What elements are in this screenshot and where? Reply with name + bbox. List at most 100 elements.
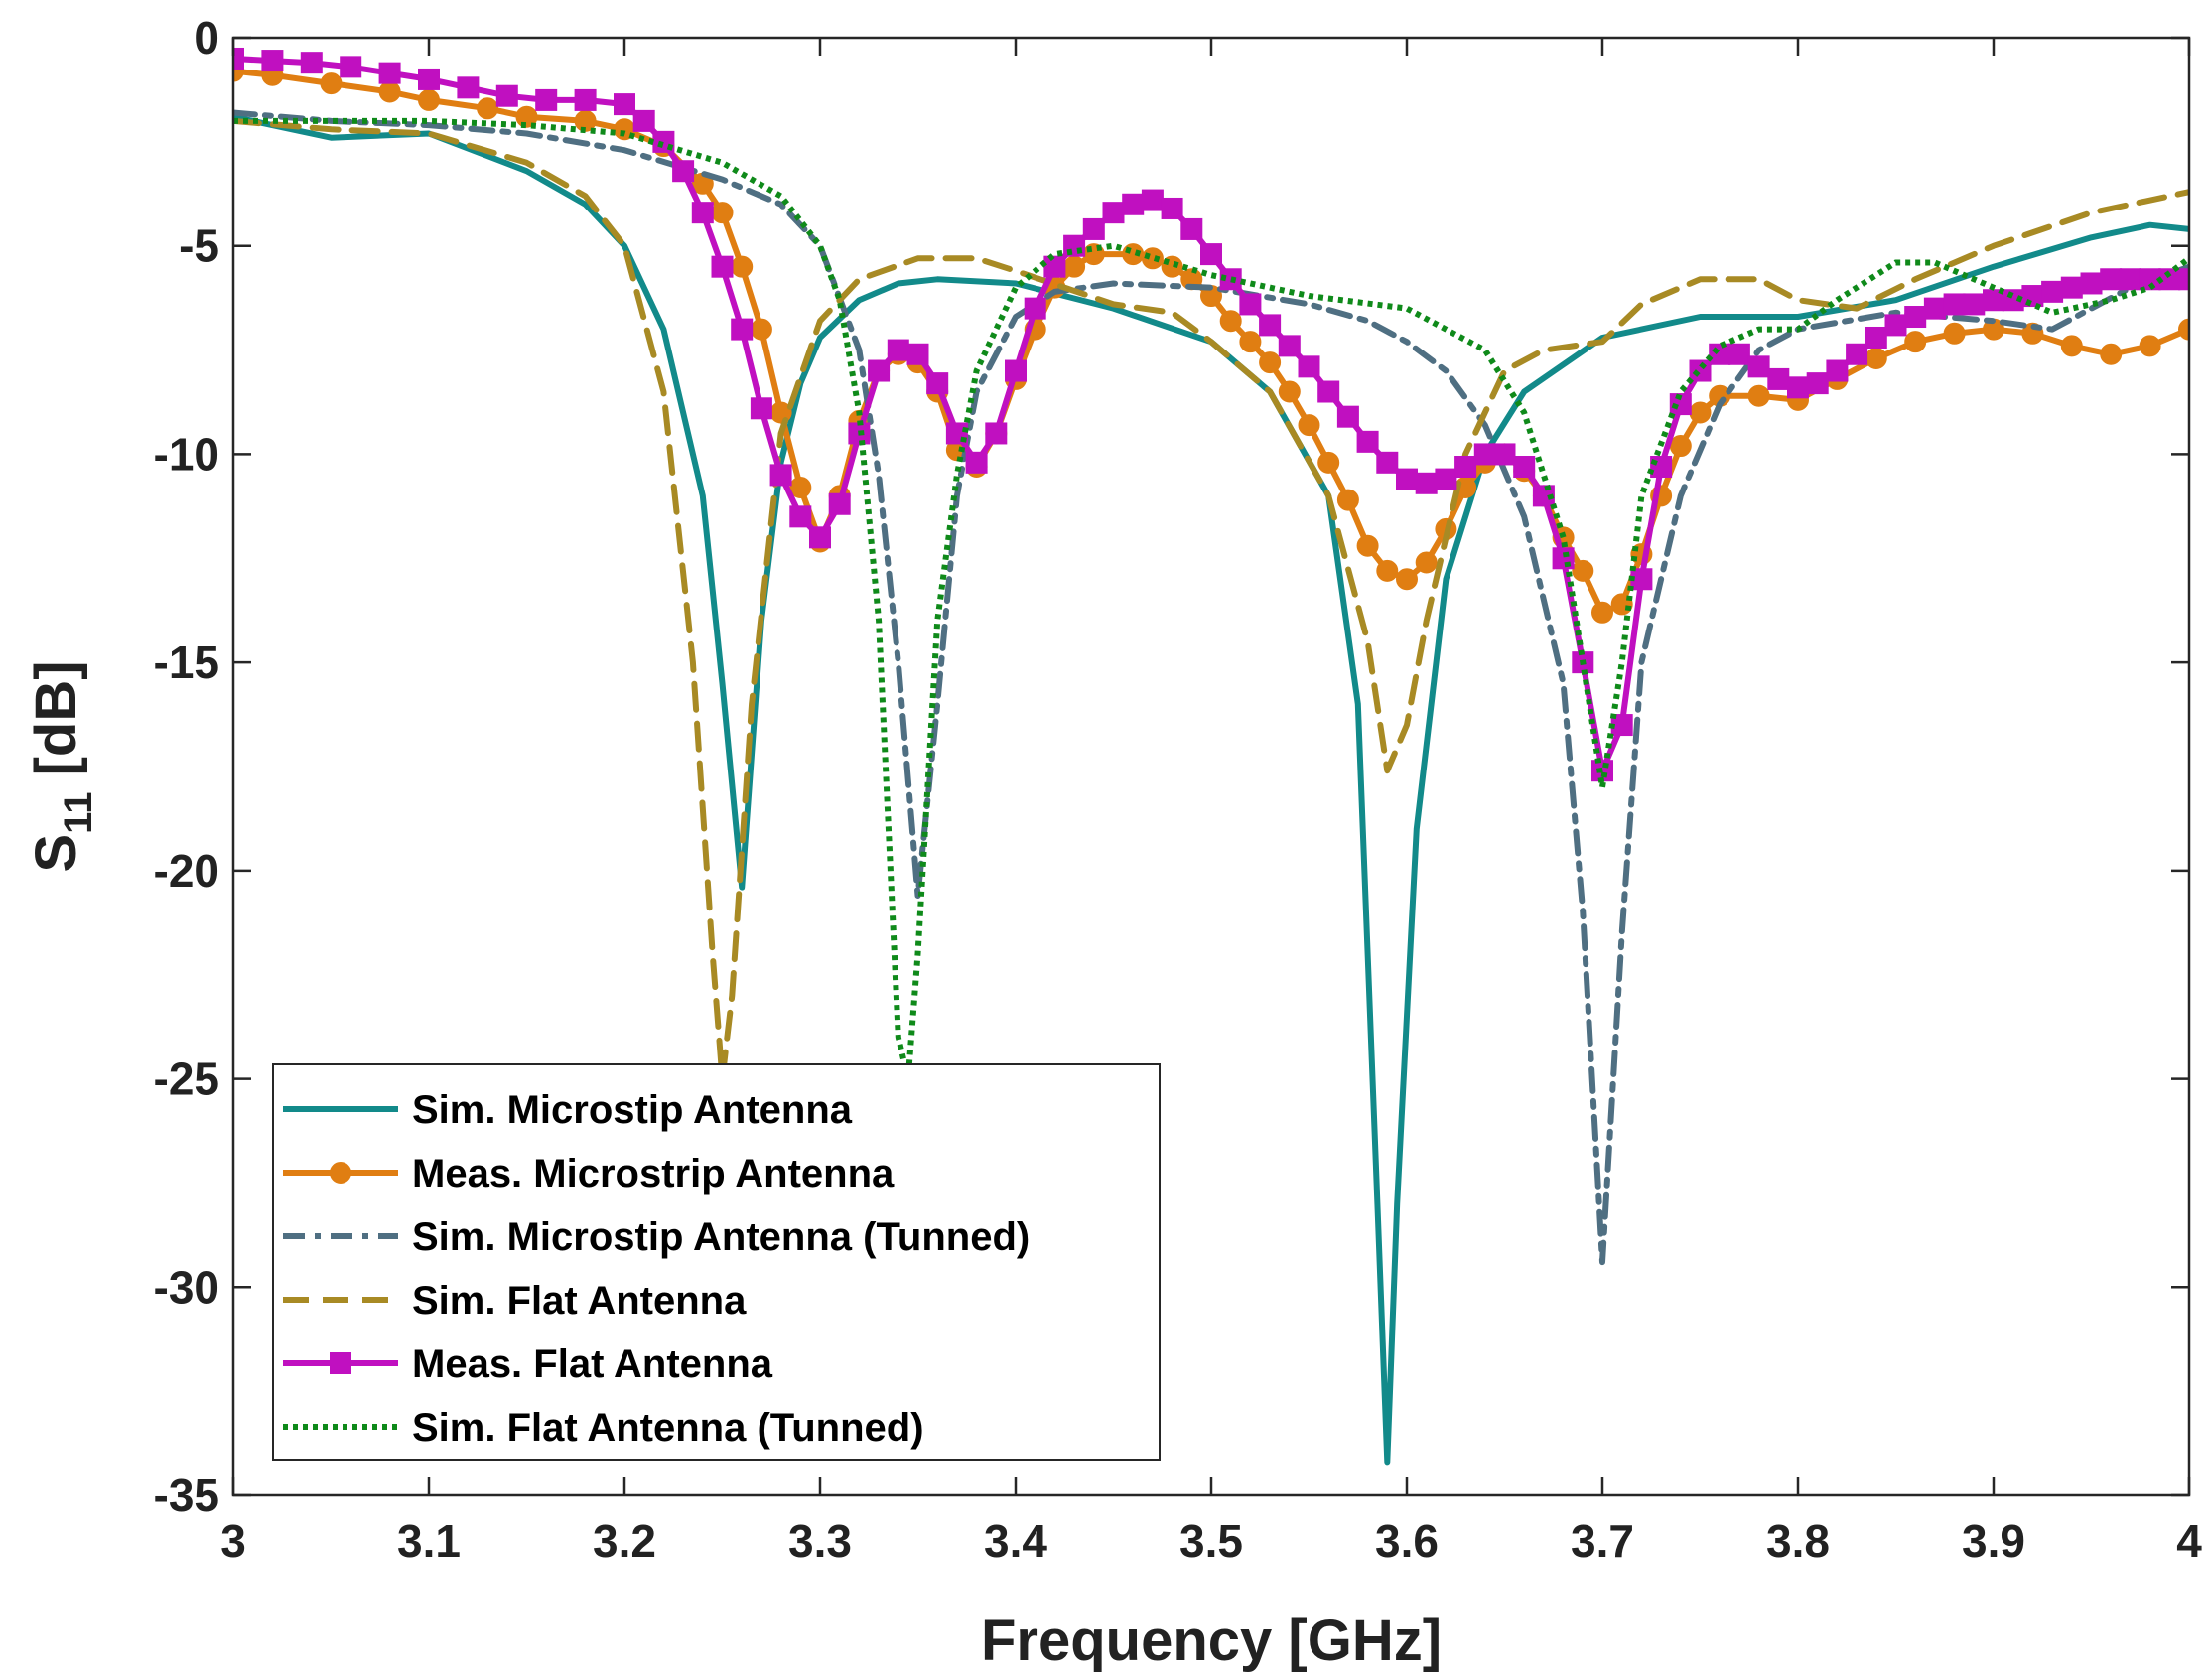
data-point-meas-flat-antenna bbox=[1865, 326, 1887, 349]
data-point-meas-flat-antenna bbox=[418, 68, 440, 90]
data-point-meas-flat-antenna bbox=[1356, 430, 1379, 453]
data-point-meas-flat-antenna bbox=[535, 88, 558, 111]
data-point-meas-flat-antenna bbox=[2021, 285, 2044, 308]
data-point-meas-microstrip-antenna bbox=[1278, 380, 1301, 403]
data-point-meas-flat-antenna bbox=[1884, 314, 1907, 337]
data-point-meas-flat-antenna bbox=[1082, 217, 1105, 240]
y-axis-title-main: S bbox=[24, 834, 88, 873]
data-point-meas-flat-antenna bbox=[1454, 456, 1477, 479]
x-tick-label: 3.5 bbox=[1179, 1515, 1243, 1567]
y-axis-title: S11 [dB] bbox=[24, 660, 100, 872]
data-point-meas-flat-antenna bbox=[1669, 393, 1692, 416]
data-point-meas-flat-antenna bbox=[1336, 405, 1359, 428]
data-point-meas-flat-antenna bbox=[1493, 443, 1516, 466]
data-point-meas-flat-antenna bbox=[1122, 193, 1145, 215]
data-point-meas-flat-antenna bbox=[1904, 306, 1927, 329]
data-point-meas-microstrip-antenna bbox=[1669, 435, 1692, 458]
data-point-meas-microstrip-antenna bbox=[2060, 335, 2083, 357]
y-tick-label: 0 bbox=[194, 12, 219, 64]
data-point-meas-flat-antenna bbox=[1161, 197, 1183, 219]
legend-label: Sim. Flat Antenna bbox=[412, 1279, 747, 1323]
y-axis-title-sub: 11 bbox=[57, 792, 100, 834]
series-line-sim-flat-antenna bbox=[233, 117, 2189, 1082]
data-point-meas-flat-antenna bbox=[906, 343, 929, 365]
y-tick-label: -10 bbox=[154, 428, 219, 480]
data-point-meas-flat-antenna bbox=[2060, 276, 2083, 299]
series-sim-flat-antenna-tunned bbox=[233, 117, 2189, 1082]
data-point-meas-flat-antenna bbox=[1298, 355, 1320, 378]
data-point-meas-flat-antenna bbox=[2100, 268, 2123, 291]
x-tick-label: 3.1 bbox=[397, 1515, 461, 1567]
y-tick-label: -20 bbox=[154, 845, 219, 897]
data-point-meas-flat-antenna bbox=[1727, 343, 1750, 365]
data-point-meas-microstrip-antenna bbox=[2178, 318, 2189, 341]
data-point-meas-flat-antenna bbox=[887, 339, 909, 361]
y-tick-label: -25 bbox=[154, 1053, 219, 1105]
legend-entry-sim-microstip-antenna-tunned: Sim. Microstip Antenna (Tunned) bbox=[283, 1215, 1030, 1259]
data-point-meas-flat-antenna bbox=[1180, 217, 1203, 240]
legend: Sim. Microstip Antenna Meas. Microstrip A… bbox=[272, 1063, 1161, 1461]
x-tick-label: 3.2 bbox=[593, 1515, 656, 1567]
data-point-meas-flat-antenna bbox=[711, 255, 734, 278]
data-point-meas-microstrip-antenna bbox=[1415, 551, 1438, 574]
data-point-meas-microstrip-antenna bbox=[1298, 414, 1320, 437]
x-tick-label: 3.6 bbox=[1375, 1515, 1439, 1567]
data-point-meas-flat-antenna bbox=[1200, 243, 1222, 266]
data-point-meas-flat-antenna bbox=[926, 372, 949, 395]
data-point-meas-flat-antenna bbox=[233, 47, 244, 70]
data-point-meas-flat-antenna bbox=[1943, 293, 1966, 316]
data-point-meas-flat-antenna bbox=[1806, 372, 1829, 395]
data-point-meas-flat-antenna bbox=[457, 76, 480, 99]
data-point-meas-flat-antenna bbox=[1239, 293, 1262, 316]
legend-entry-meas-flat-antenna: Meas. Flat Antenna bbox=[283, 1342, 773, 1386]
data-point-meas-flat-antenna bbox=[731, 318, 754, 341]
data-point-meas-flat-antenna bbox=[809, 526, 831, 549]
data-point-meas-microstrip-antenna bbox=[1591, 601, 1613, 624]
data-point-meas-flat-antenna bbox=[1376, 451, 1399, 474]
data-point-meas-flat-antenna bbox=[1259, 314, 1282, 337]
data-point-meas-flat-antenna bbox=[750, 397, 772, 420]
data-point-meas-microstrip-antenna bbox=[418, 88, 440, 111]
data-point-meas-microstrip-antenna bbox=[1943, 322, 1966, 345]
data-point-meas-flat-antenna bbox=[1396, 468, 1418, 490]
y-tick-label: -30 bbox=[154, 1261, 219, 1313]
data-point-meas-flat-antenna bbox=[1317, 380, 1340, 403]
data-point-meas-flat-antenna bbox=[1689, 359, 1712, 382]
legend-marker bbox=[330, 1162, 351, 1184]
x-tick-label: 3.7 bbox=[1571, 1515, 1634, 1567]
data-point-meas-flat-antenna bbox=[2080, 272, 2103, 295]
data-point-meas-flat-antenna bbox=[1278, 335, 1301, 357]
data-point-meas-flat-antenna bbox=[2119, 268, 2141, 291]
data-point-meas-flat-antenna bbox=[769, 464, 792, 487]
data-point-meas-microstrip-antenna bbox=[1376, 559, 1399, 582]
data-point-meas-flat-antenna bbox=[1767, 367, 1790, 390]
data-point-meas-flat-antenna bbox=[1473, 443, 1496, 466]
data-point-meas-flat-antenna bbox=[1846, 343, 1868, 365]
series-layer bbox=[233, 47, 2189, 1466]
data-point-meas-flat-antenna bbox=[1435, 468, 1457, 490]
data-point-meas-microstrip-antenna bbox=[2100, 343, 2123, 365]
data-point-meas-flat-antenna bbox=[1532, 485, 1555, 507]
data-point-meas-microstrip-antenna bbox=[2139, 335, 2161, 357]
data-point-meas-flat-antenna bbox=[1747, 355, 1770, 378]
data-point-meas-flat-antenna bbox=[985, 422, 1008, 445]
data-point-meas-flat-antenna bbox=[1513, 456, 1536, 479]
series-sim-flat-antenna bbox=[233, 117, 2189, 1082]
data-point-meas-flat-antenna bbox=[1102, 202, 1125, 224]
x-tick-label: 3.9 bbox=[1962, 1515, 2025, 1567]
data-point-meas-microstrip-antenna bbox=[1063, 255, 1086, 278]
series-sim-microstip-antenna bbox=[233, 113, 2189, 1466]
data-point-meas-microstrip-antenna bbox=[477, 97, 499, 120]
data-point-meas-flat-antenna bbox=[1923, 297, 1946, 320]
legend-entries: Sim. Microstip Antenna Meas. Microstrip A… bbox=[283, 1088, 1030, 1450]
data-point-meas-microstrip-antenna bbox=[711, 202, 734, 224]
legend-label: Sim. Microstip Antenna (Tunned) bbox=[412, 1215, 1030, 1259]
legend-entry-sim-microstip-antenna: Sim. Microstip Antenna bbox=[283, 1088, 853, 1132]
legend-label: Sim. Microstip Antenna bbox=[412, 1088, 853, 1132]
x-tick-label: 3.3 bbox=[788, 1515, 852, 1567]
data-point-meas-microstrip-antenna bbox=[750, 318, 772, 341]
data-point-meas-flat-antenna bbox=[495, 84, 518, 107]
data-point-meas-flat-antenna bbox=[2041, 280, 2064, 303]
data-point-meas-flat-antenna bbox=[378, 62, 401, 84]
data-point-meas-flat-antenna bbox=[1141, 189, 1164, 211]
